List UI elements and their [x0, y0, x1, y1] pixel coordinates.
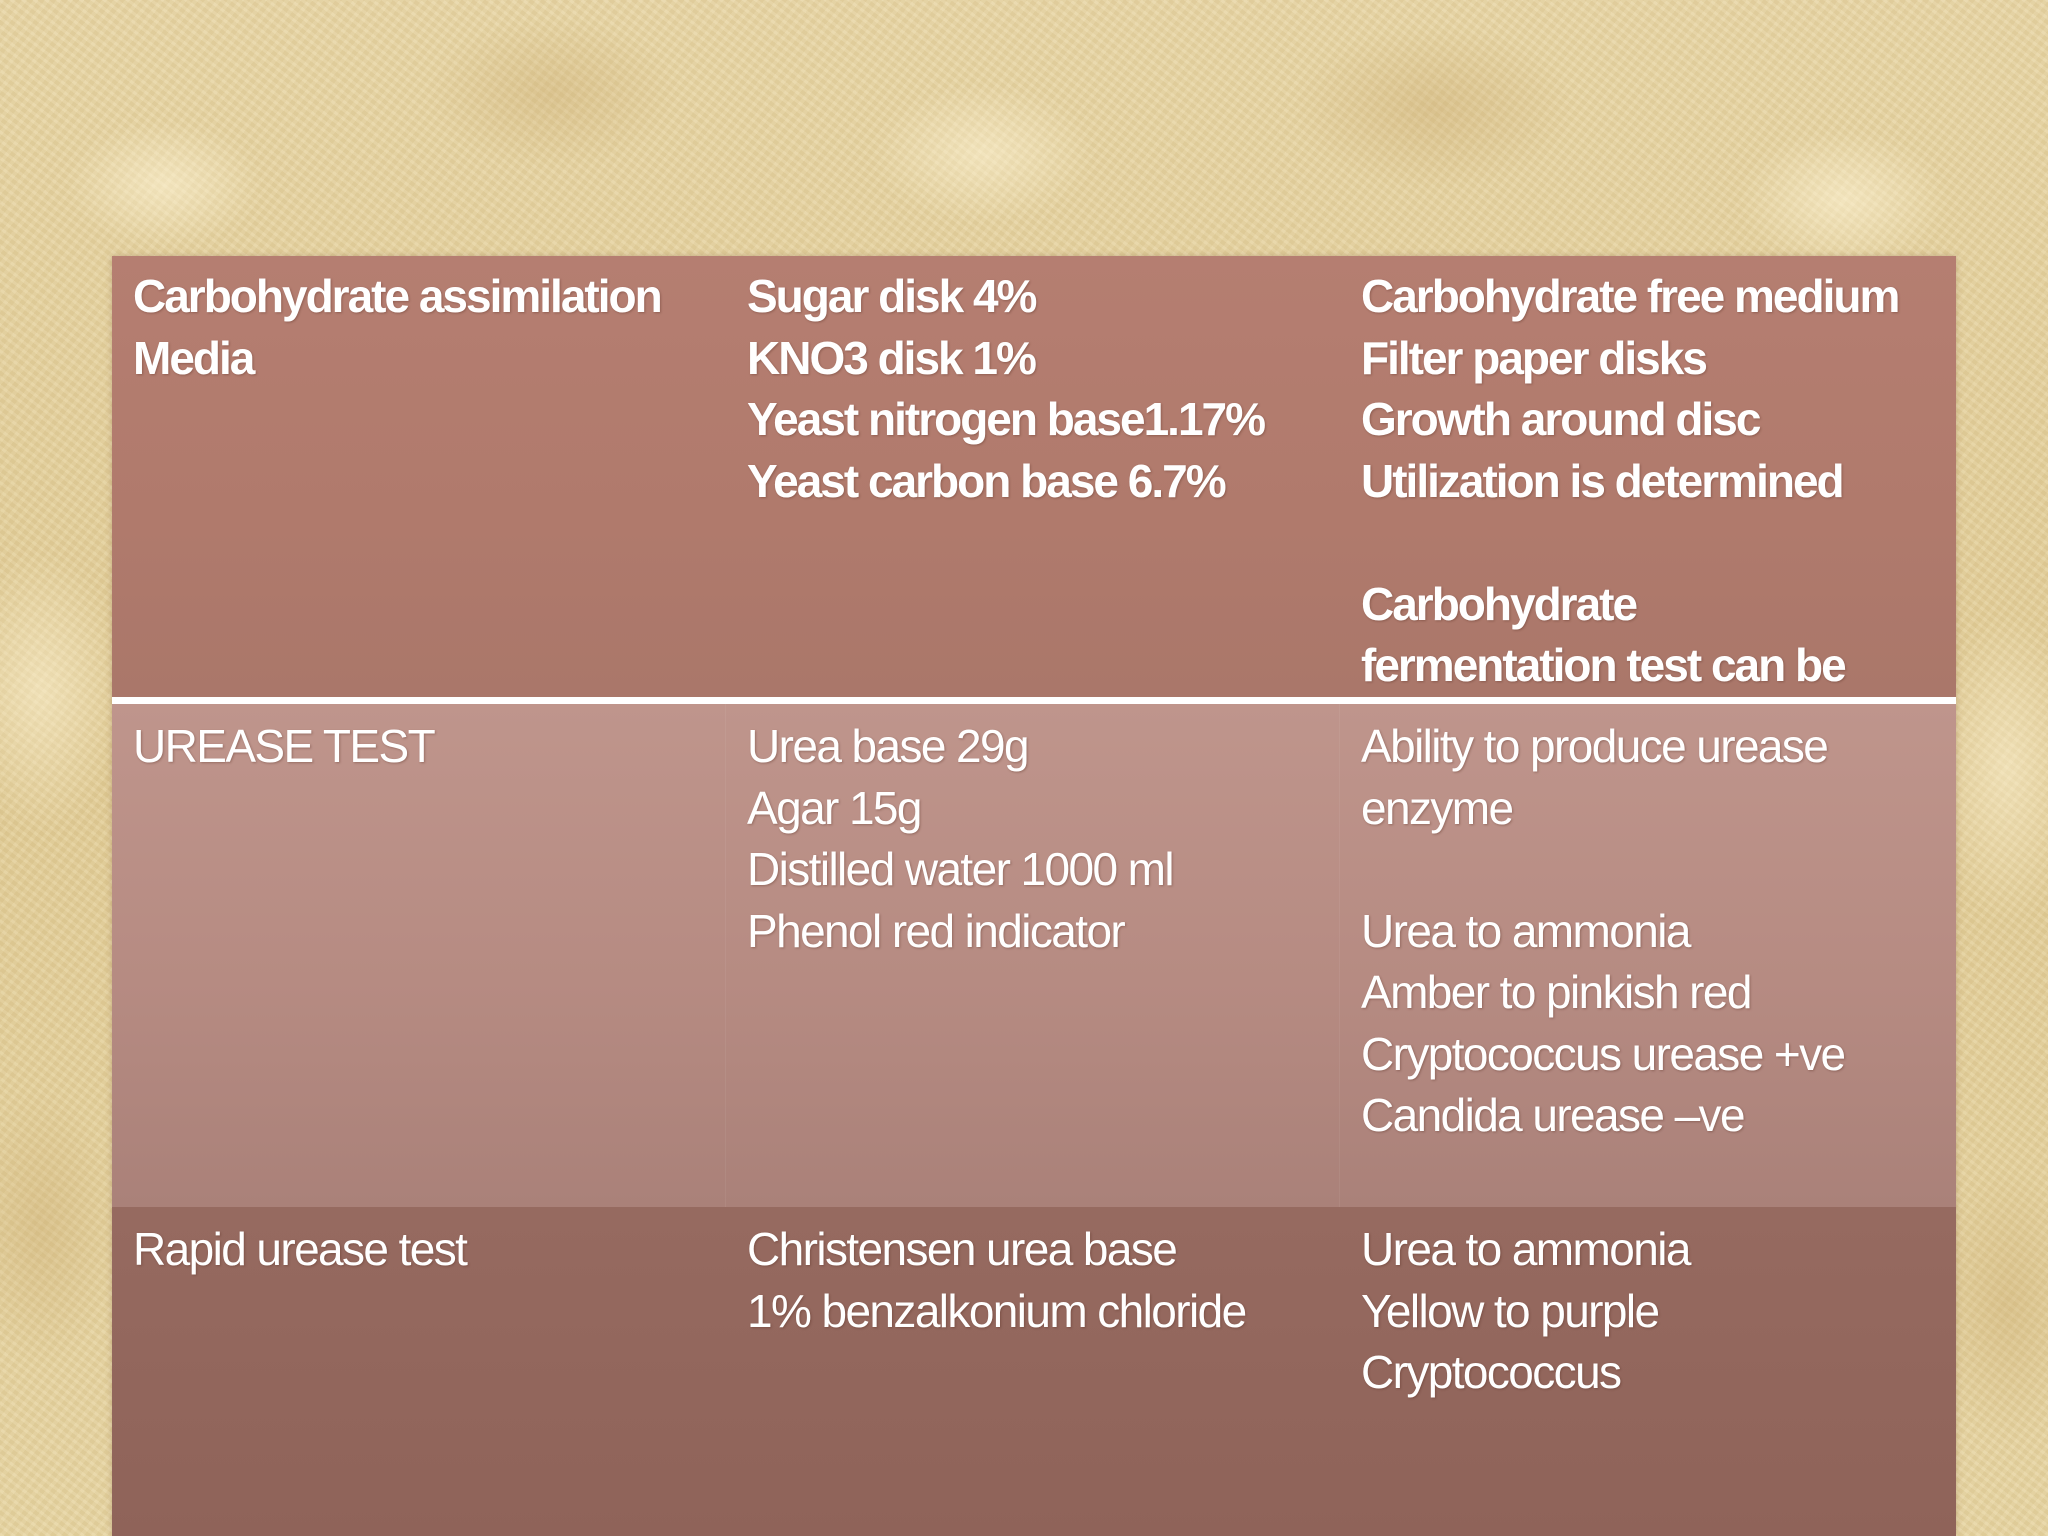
table-row-carbohydrate-assimilation: Carbohydrate assimilation Media Sugar dis…: [112, 256, 1956, 704]
cell-text-line: enzyme: [1361, 781, 1514, 834]
test-name-cell: Rapid urease test: [112, 1207, 726, 1536]
cell-text-line: Media: [133, 331, 255, 384]
cell-text-line: Christensen urea base: [747, 1223, 1178, 1275]
cell-text-line: Agar 15g: [747, 781, 923, 834]
cell-text-line: [1361, 839, 1936, 901]
cell-text-line: 1% benzalkonium chloride: [747, 1284, 1247, 1337]
cell-text-line: Distilled water 1000 ml: [747, 843, 1175, 895]
media-table: Carbohydrate assimilation Media Sugar dis…: [112, 256, 1956, 1536]
cell-text-line: Ability to produce urease: [1361, 720, 1829, 772]
cell-text-line: Amber to pinkish red: [1361, 966, 1752, 1018]
composition-cell: Christensen urea base 1% benzalkonium chl…: [726, 1207, 1340, 1536]
cell-text-line: Urea to ammonia: [1361, 1223, 1691, 1275]
table-row-urease-test: UREASE TEST Urea base 29g Agar 15g Distill…: [112, 704, 1956, 1207]
cell-text-line: Filter paper disks: [1361, 331, 1708, 384]
cell-text-line: [1361, 512, 1936, 574]
cell-text-line: Candida urease –ve: [1361, 1089, 1746, 1141]
cell-text-line: Urea base 29g: [747, 720, 1030, 772]
composition-cell: Urea base 29g Agar 15g Distilled water 100…: [726, 704, 1340, 1207]
cell-text-line: Rapid urease test: [133, 1223, 468, 1275]
cell-text-line: Phenol red indicator: [747, 904, 1126, 957]
description-cell: Ability to produce urease enzyme Urea to a…: [1340, 704, 1956, 1207]
cell-text-line: Yellow to purple: [1361, 1284, 1660, 1337]
table-row-rapid-urease-test: Rapid urease test Christensen urea base 1…: [112, 1207, 1956, 1536]
description-cell: Urea to ammonia Yellow to purple Cryptococ…: [1340, 1207, 1956, 1536]
test-name-cell: Carbohydrate assimilation Media: [112, 256, 726, 697]
cell-text-line: fermentation test can be: [1361, 639, 1847, 691]
cell-text-line: KNO3 disk 1%: [747, 331, 1037, 384]
cell-text-line: Yeast nitrogen base1.17%: [747, 393, 1266, 445]
cell-text-line: Utilization is determined: [1361, 454, 1845, 507]
cell-text-line: Carbohydrate: [1361, 577, 1638, 630]
cell-text-line: UREASE TEST: [133, 720, 436, 772]
cell-text-line: Sugar disk 4%: [747, 270, 1037, 322]
description-cell: Carbohydrate free medium Filter paper dis…: [1340, 256, 1956, 697]
composition-cell: Sugar disk 4% KNO3 disk 1% Yeast nitrogen …: [726, 256, 1340, 697]
cell-text-line: Carbohydrate assimilation: [133, 270, 663, 322]
cell-text-line: Urea to ammonia: [1361, 904, 1691, 957]
cell-text-line: Cryptococcus urease +ve: [1361, 1027, 1846, 1080]
cell-text-line: Carbohydrate free medium: [1361, 270, 1900, 322]
cell-text-line: Yeast carbon base 6.7%: [747, 454, 1227, 507]
cell-text-line: Cryptococcus: [1361, 1346, 1622, 1398]
cell-text-line: Growth around disc: [1361, 393, 1761, 445]
test-name-cell: UREASE TEST: [112, 704, 726, 1207]
